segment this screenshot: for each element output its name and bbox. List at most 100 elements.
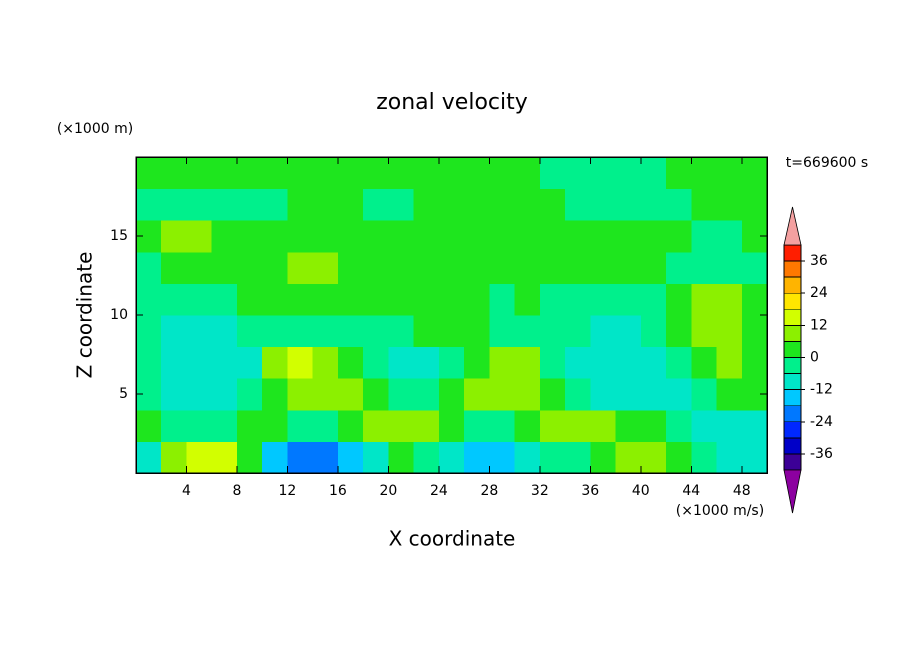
field-cell	[136, 283, 162, 316]
x-tick-label: 32	[531, 483, 549, 499]
colorbar-box	[783, 373, 802, 391]
field-cell	[161, 220, 187, 253]
x-tick-label: 36	[581, 483, 599, 499]
colorbar-box	[783, 341, 802, 358]
field-cell	[565, 315, 591, 348]
field-cell	[741, 346, 768, 379]
field-cell	[464, 251, 490, 284]
field-cell	[590, 346, 617, 379]
field-cell	[590, 315, 617, 348]
field-cell	[236, 441, 263, 474]
field-cell	[363, 409, 389, 442]
field-cell	[312, 378, 339, 411]
field-cell	[590, 409, 617, 442]
field-cell	[337, 315, 364, 348]
field-cell	[590, 441, 617, 474]
field-cell	[590, 157, 617, 190]
field-cell	[514, 378, 541, 411]
field-cell	[287, 378, 314, 411]
field-cell	[262, 409, 288, 442]
field-cell	[640, 157, 667, 190]
field-cell	[666, 157, 692, 190]
y-tick-label: 15	[110, 228, 128, 244]
field-cell	[640, 441, 667, 474]
field-cell	[565, 409, 591, 442]
field-cell	[312, 315, 339, 348]
field-cell	[640, 251, 667, 284]
field-cell	[438, 220, 465, 253]
field-cell	[640, 283, 667, 316]
field-cell	[211, 220, 238, 253]
field-cell	[388, 251, 415, 284]
field-cell	[413, 283, 440, 316]
field-cell	[464, 346, 490, 379]
field-cell	[287, 188, 314, 221]
colorbar-box	[783, 260, 802, 278]
field-cell	[337, 283, 364, 316]
field-cell	[565, 157, 591, 190]
field-cell	[413, 157, 440, 190]
field-cell	[489, 188, 516, 221]
field-cell	[514, 251, 541, 284]
field-cell	[363, 157, 389, 190]
field-cell	[514, 188, 541, 221]
field-cell	[489, 409, 516, 442]
colorbar-box	[783, 421, 802, 439]
field-cell	[539, 251, 566, 284]
field-cell	[337, 188, 364, 221]
field-cell	[691, 157, 718, 190]
field-cell	[236, 346, 263, 379]
field-cell	[640, 409, 667, 442]
field-cell	[363, 315, 389, 348]
field-cell	[287, 251, 314, 284]
field-cell	[262, 346, 288, 379]
field-cell	[489, 157, 516, 190]
field-cell	[489, 315, 516, 348]
field-cell	[287, 346, 314, 379]
field-cell	[590, 220, 617, 253]
field-cell	[211, 283, 238, 316]
field-cell	[666, 220, 692, 253]
field-cell	[413, 409, 440, 442]
field-cell	[615, 283, 642, 316]
x-tick-label: 24	[430, 483, 448, 499]
y-tick-label: 5	[119, 386, 128, 402]
field-cell	[716, 157, 743, 190]
colorbar-box	[783, 308, 802, 326]
field-cell	[312, 220, 339, 253]
field-cell	[337, 409, 364, 442]
field-cell	[691, 251, 718, 284]
colorbar-box	[783, 244, 802, 262]
field-cell	[741, 315, 768, 348]
field-cell	[413, 188, 440, 221]
field-cell	[287, 409, 314, 442]
field-cell	[211, 378, 238, 411]
field-cell	[161, 346, 187, 379]
colorbar-tick-label: -36	[810, 446, 833, 462]
field-cell	[741, 188, 768, 221]
field-cell	[262, 157, 288, 190]
field-cell	[640, 315, 667, 348]
field-cell	[388, 220, 415, 253]
field-cell	[388, 315, 415, 348]
field-cell	[615, 346, 642, 379]
field-cell	[438, 346, 465, 379]
field-cell	[236, 188, 263, 221]
field-cell	[666, 315, 692, 348]
y-tick-label: 10	[110, 307, 128, 323]
field-cell	[287, 283, 314, 316]
x-tick-label: 44	[682, 483, 700, 499]
field-cell	[136, 409, 162, 442]
field-cell	[413, 220, 440, 253]
field-cell	[539, 409, 566, 442]
field-cell	[287, 441, 314, 474]
field-cell	[615, 220, 642, 253]
field-cell	[514, 409, 541, 442]
field-cell	[691, 409, 718, 442]
field-cell	[565, 441, 591, 474]
x-tick-label: 4	[182, 483, 191, 499]
field-cell	[287, 315, 314, 348]
field-cell	[716, 220, 743, 253]
field-cell	[666, 346, 692, 379]
y-unit: (×1000 m)	[57, 121, 133, 137]
